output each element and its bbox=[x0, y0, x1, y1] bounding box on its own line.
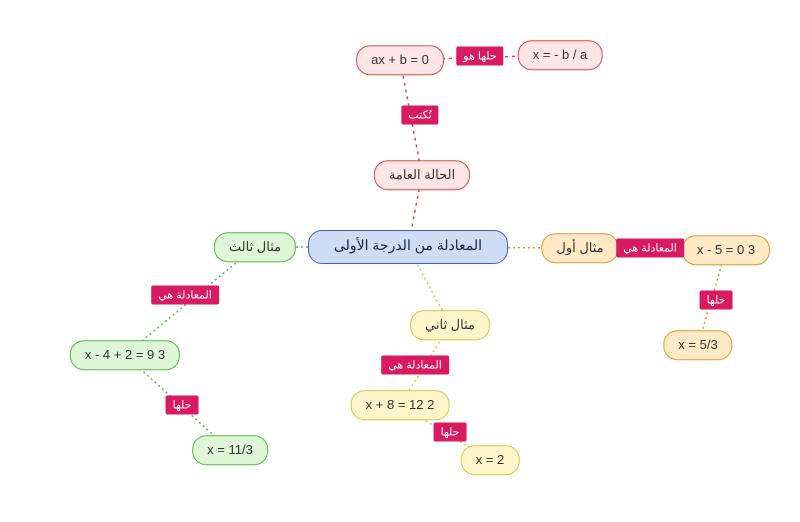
edge-label: حلها bbox=[166, 396, 199, 415]
edge-label: حلها bbox=[700, 291, 733, 310]
mindmap-stage: المعادلة من الدرجة الأولى الحالة العامة ax… bbox=[0, 0, 800, 522]
node-ex3: مثال ثالث bbox=[214, 232, 296, 262]
edge-label: المعادلة هي bbox=[151, 286, 219, 305]
node-gen_sol: x = - b / a bbox=[518, 40, 603, 70]
edge-label: حلها هو bbox=[456, 47, 503, 66]
edge-label: تُكتب bbox=[401, 106, 438, 125]
node-general: الحالة العامة bbox=[374, 160, 470, 190]
node-ex3_eq: 3 x - 4 + 2 = 9 bbox=[70, 340, 180, 370]
node-ex1_eq: 3 x - 5 = 0 bbox=[682, 235, 770, 265]
node-ex2_sol: x = 2 bbox=[461, 445, 520, 475]
node-ex3_sol: x = 11/3 bbox=[192, 435, 268, 465]
node-ex1: مثال أول bbox=[541, 233, 618, 263]
node-gen_eq: ax + b = 0 bbox=[356, 45, 444, 75]
node-ex1_sol: x = 5/3 bbox=[663, 330, 732, 360]
node-ex2: مثال ثاني bbox=[410, 310, 490, 340]
edge-label: حلها bbox=[434, 423, 467, 442]
node-ex2_eq: 2 x + 8 = 12 bbox=[351, 390, 450, 420]
node-center: المعادلة من الدرجة الأولى bbox=[308, 230, 508, 264]
edge-label: المعادلة هي bbox=[381, 356, 449, 375]
edge-label: المعادلة هي bbox=[616, 239, 684, 258]
